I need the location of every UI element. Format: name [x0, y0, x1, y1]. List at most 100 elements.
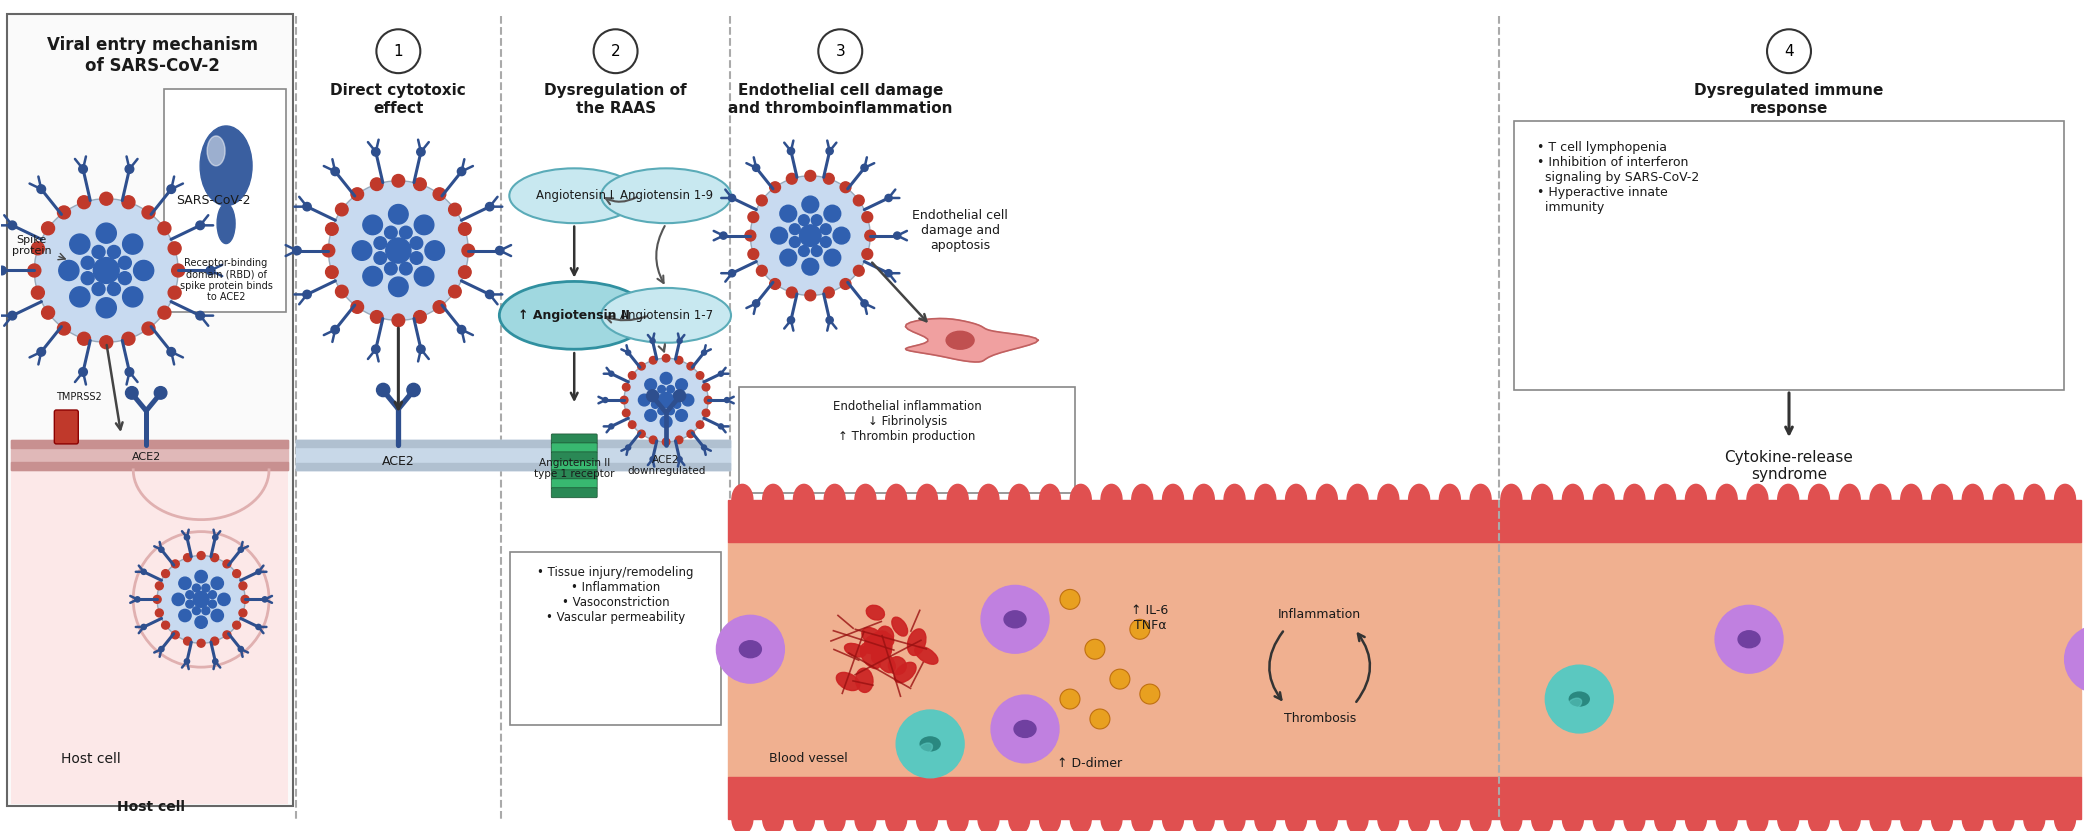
Circle shape — [407, 384, 421, 397]
Circle shape — [156, 582, 163, 590]
Circle shape — [415, 266, 434, 286]
Ellipse shape — [886, 804, 907, 832]
Circle shape — [8, 221, 17, 230]
Circle shape — [678, 457, 682, 462]
Ellipse shape — [1132, 804, 1153, 832]
FancyBboxPatch shape — [550, 470, 596, 480]
Circle shape — [234, 622, 240, 629]
Circle shape — [486, 202, 494, 210]
Ellipse shape — [1009, 804, 1030, 832]
FancyBboxPatch shape — [8, 14, 294, 805]
Circle shape — [1109, 669, 1130, 689]
Circle shape — [884, 270, 892, 277]
Circle shape — [819, 224, 832, 235]
Circle shape — [696, 372, 705, 379]
Ellipse shape — [1739, 631, 1760, 648]
Circle shape — [58, 260, 79, 280]
Text: 3: 3 — [836, 44, 844, 59]
Circle shape — [2064, 626, 2085, 693]
Circle shape — [817, 29, 863, 73]
Text: Cytokine-release
syndrome: Cytokine-release syndrome — [1724, 450, 1854, 483]
Ellipse shape — [1962, 484, 1983, 515]
Circle shape — [753, 164, 759, 171]
Ellipse shape — [1163, 484, 1184, 515]
Ellipse shape — [872, 632, 894, 648]
Circle shape — [623, 359, 709, 442]
Circle shape — [208, 600, 217, 608]
Ellipse shape — [1562, 484, 1583, 515]
Circle shape — [198, 639, 204, 647]
FancyBboxPatch shape — [550, 452, 596, 462]
Ellipse shape — [1962, 804, 1983, 832]
Circle shape — [623, 409, 630, 417]
Ellipse shape — [2025, 484, 2045, 515]
Circle shape — [717, 616, 784, 683]
Ellipse shape — [1378, 484, 1399, 515]
Circle shape — [123, 234, 142, 254]
Circle shape — [81, 256, 94, 270]
Circle shape — [448, 285, 461, 298]
FancyBboxPatch shape — [550, 488, 596, 498]
Circle shape — [234, 570, 240, 577]
Polygon shape — [133, 470, 269, 520]
Ellipse shape — [1070, 484, 1090, 515]
Circle shape — [388, 277, 409, 296]
Circle shape — [169, 242, 181, 255]
Bar — [728, 777, 2081, 819]
Circle shape — [676, 379, 688, 390]
Circle shape — [824, 287, 834, 298]
Circle shape — [728, 270, 736, 277]
Text: Viral entry mechanism
of SARS-CoV-2: Viral entry mechanism of SARS-CoV-2 — [48, 37, 259, 75]
Circle shape — [826, 147, 834, 155]
Ellipse shape — [1993, 484, 2014, 515]
Circle shape — [240, 609, 246, 617]
Bar — [728, 542, 2081, 777]
Circle shape — [373, 237, 386, 250]
Circle shape — [92, 245, 104, 259]
Circle shape — [757, 265, 767, 276]
Circle shape — [211, 577, 223, 589]
Bar — [296, 440, 730, 470]
Circle shape — [38, 348, 46, 356]
Circle shape — [648, 356, 657, 364]
Ellipse shape — [1716, 804, 1737, 832]
Circle shape — [861, 211, 874, 222]
Ellipse shape — [836, 672, 859, 691]
Circle shape — [163, 570, 169, 577]
FancyBboxPatch shape — [1514, 121, 2064, 390]
Circle shape — [183, 659, 190, 664]
Text: ACE2
downregulated: ACE2 downregulated — [628, 455, 705, 477]
Ellipse shape — [1070, 804, 1090, 832]
Circle shape — [183, 554, 192, 562]
Circle shape — [69, 287, 90, 307]
Circle shape — [1140, 684, 1159, 704]
Ellipse shape — [1655, 484, 1676, 515]
Circle shape — [202, 607, 211, 615]
Ellipse shape — [1224, 484, 1245, 515]
Circle shape — [769, 279, 780, 290]
Ellipse shape — [1902, 484, 1922, 515]
Circle shape — [982, 586, 1049, 653]
Circle shape — [158, 222, 171, 235]
Circle shape — [119, 272, 131, 285]
Circle shape — [413, 178, 425, 191]
Circle shape — [803, 258, 819, 275]
FancyBboxPatch shape — [509, 552, 721, 725]
Circle shape — [667, 385, 673, 393]
Ellipse shape — [894, 662, 915, 683]
Circle shape — [749, 211, 759, 222]
Circle shape — [673, 392, 680, 399]
Ellipse shape — [794, 804, 815, 832]
Ellipse shape — [1163, 804, 1184, 832]
Circle shape — [786, 173, 796, 184]
Ellipse shape — [874, 631, 890, 649]
Circle shape — [719, 232, 728, 239]
Circle shape — [156, 609, 163, 617]
Circle shape — [651, 457, 655, 462]
FancyBboxPatch shape — [550, 461, 596, 471]
Ellipse shape — [1193, 804, 1213, 832]
Circle shape — [676, 436, 684, 443]
Text: Host cell: Host cell — [117, 800, 186, 814]
Ellipse shape — [1779, 484, 1799, 515]
Circle shape — [350, 188, 363, 201]
